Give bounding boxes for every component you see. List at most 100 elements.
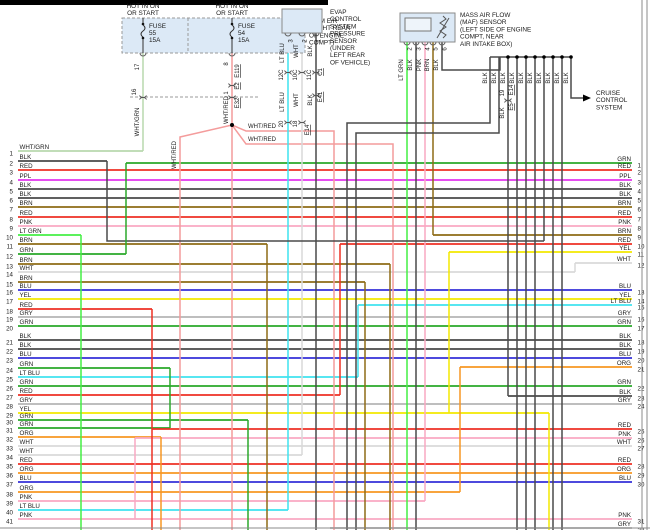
fuse-name: FUSE [149,23,166,30]
left-row-label: ORG [20,485,34,492]
left-row-number: 16 [6,290,13,297]
right-row-label: PPL [619,173,631,180]
cruise-label: CONTROL [596,97,628,104]
wire-segments [80,33,583,530]
wire-id-label: BLK [492,72,498,83]
left-row-number: 10 [6,235,13,242]
left-row-number: 34 [6,455,13,462]
right-row-label: GRY [618,521,631,528]
right-row-label: PNK [618,431,632,438]
left-row-number: 4 [10,180,14,187]
bus-junction-dot [569,55,573,59]
maf-arrow-icon [436,17,450,39]
connector-crossing-icon [139,96,147,100]
connector-pin-arc [429,41,437,46]
wire-id-label: E14 [305,124,311,135]
wire-id-label: BLK [528,72,534,83]
left-row-number: 33 [6,446,13,453]
left-row-number: 19 [6,317,13,324]
wire-segment [106,161,544,242]
right-row-number: 16 [638,317,645,324]
right-row-label: GRY [618,397,631,404]
wire-id-label: BLK [510,72,516,83]
wire-id-label: 12C [279,69,285,81]
maf-pin-number: 4 [426,47,432,51]
bus-junction-dot [560,55,564,59]
wire-segment [570,57,583,99]
right-row-label: BLK [619,389,632,396]
wire-id-label: BLK [483,72,489,83]
left-row-number: 11 [7,244,14,251]
right-row-label: GRY [618,310,631,317]
right-row-number: 10 [638,244,645,251]
wire-id-label: 20 [279,120,285,127]
right-row-label: BLK [619,182,632,189]
left-row-label: PNK [20,512,34,519]
fuse-terminal-dot [230,36,234,40]
right-row-label: PNK [618,219,632,226]
left-row-label: GRN [20,361,34,368]
evap-pin-number: 1 [317,39,323,43]
wire-id-label: BLK [555,72,561,83]
wire-id-label: 8 [224,62,230,66]
right-row-label: GRN [617,319,631,326]
wire-id-label: 18 [293,120,299,127]
right-row-number: 32 [638,528,645,530]
hot-in-on-header: HOT IN ON [216,3,249,10]
right-row-number: 26 [638,438,645,445]
right-row-number: 11 [638,252,645,259]
evap-pin-number: 2 [303,39,309,43]
evap-label: CONTROL [330,16,362,23]
left-row-label: LT GRN [20,228,42,235]
right-row-number: 5 [638,198,642,205]
left-row-label: BRN [20,275,33,282]
bus-junction-dot [506,55,510,59]
fuse-number: 54 [238,30,246,37]
left-row-number: 21 [6,340,13,347]
fuse-name: FUSE [238,23,255,30]
left-row-label: BLU [20,351,32,358]
left-row-label: RED [20,388,34,395]
wire-id-label: WHT/RED [248,137,277,143]
left-row-number: 5 [10,189,14,196]
right-row-label: RED [618,210,632,217]
connector-crossing-icon [298,121,306,125]
left-row-label: BLU [20,475,32,482]
connector-crossing-icon [312,71,320,75]
maf-pin-number: 2 [408,47,414,51]
left-row-label: RED [20,302,34,309]
wire-id-label: BLK [308,94,314,105]
connector-pin-arc [403,41,411,46]
wire-segment [346,57,491,530]
right-row-label: PNK [618,512,632,519]
hot-in-on-header: OR START [216,10,248,17]
right-row-label: BLK [619,191,632,198]
wire-id-label: 10C [293,69,299,81]
wire-id-label: C1 [318,68,324,76]
bus-junction-dot [533,55,537,59]
evap-label: OF VEHICLE) [330,59,370,66]
left-row-number: 36 [6,473,13,480]
left-row-number: 41 [6,519,13,526]
right-row-number: 19 [638,349,645,356]
wire-id-label: BLK [564,72,570,83]
right-row-label: GRN [617,156,631,163]
left-row-label: RED [20,163,34,170]
evap-label: EVAP [330,9,347,16]
maf-pin-number: 5 [434,47,440,51]
left-row-number: 1 [10,151,14,158]
right-row-label: RED [618,422,632,429]
left-row-number: 2 [10,161,14,168]
evap-label: SYSTEM [330,23,356,30]
left-row-label: BLU [20,283,32,290]
wire-id-label: E2 [235,82,241,90]
wire-id-label: 19 [500,89,506,96]
wire-id-label: E41 [318,91,324,102]
left-row-number: 28 [6,404,13,411]
left-row-number: 27 [6,395,13,402]
wire-id-label: E32 [235,97,241,108]
left-row-number: 25 [6,377,13,384]
left-row-label: WHT [20,265,34,272]
bus-junction-dot [515,55,519,59]
evap-pin-number: 3 [289,39,295,43]
